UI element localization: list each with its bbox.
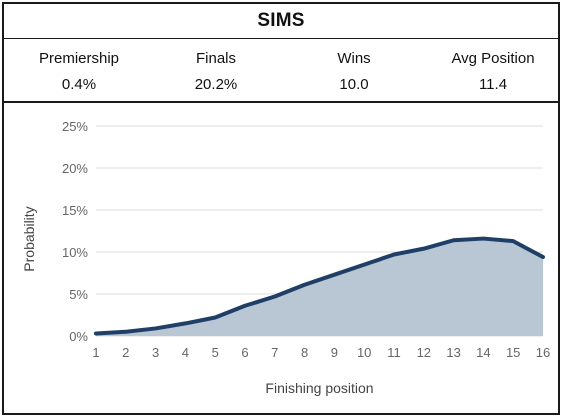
x-tick-label: 15 [506,345,520,360]
stat-label: Premiership [38,50,120,67]
x-tick-label: 10 [357,345,371,360]
stat-premiership: Premiership 0.4% [19,48,139,96]
y-tick-label: 15% [62,203,88,218]
summary-header: SIMS Premiership 0.4% Finals 20.2% Wins … [4,4,558,103]
x-axis-title: Finishing position [265,380,373,396]
stat-value: 20.2% [194,76,238,93]
x-tick-label: 9 [331,345,338,360]
x-tick-label: 1 [92,345,99,360]
y-tick-label: 10% [62,245,88,260]
area-fill [96,238,543,336]
x-tick-label: 2 [122,345,129,360]
card-title: SIMS [257,10,305,31]
stat-value: 11.4 [478,76,508,93]
x-tick-label: 7 [271,345,278,360]
x-axis-ticks: 1 2 3 4 5 6 7 8 9 10 11 12 13 14 15 16 [92,345,550,360]
x-tick-label: 13 [446,345,460,360]
y-tick-label: 0% [69,329,88,344]
y-tick-label: 20% [62,161,88,176]
stat-finals: Finals 20.2% [156,48,276,96]
series-line [94,236,545,336]
y-tick-label: 5% [69,287,88,302]
x-tick-label: 5 [212,345,219,360]
stat-avg-position: Avg Position 11.4 [433,48,553,96]
x-tick-label: 8 [301,345,308,360]
x-tick-label: 14 [476,345,490,360]
stat-value: 0.4% [61,76,97,93]
x-tick-label: 12 [417,345,431,360]
x-tick-label: 11 [387,345,401,360]
x-tick-label: 4 [182,345,189,360]
stat-label: Wins [337,50,371,67]
x-tick-label: 6 [241,345,248,360]
area-series [94,236,545,336]
x-tick-label: 3 [152,345,159,360]
y-axis-title: Probability [21,206,37,271]
stat-value: 10.0 [339,76,369,93]
stat-label: Avg Position [451,50,535,67]
title-divider [4,38,558,39]
x-tick-label: 16 [536,345,550,360]
stat-label: Finals [195,50,236,67]
y-tick-label: 25% [62,119,88,134]
sims-card: SIMS Premiership 0.4% Finals 20.2% Wins … [2,2,560,415]
stat-wins: Wins 10.0 [294,48,414,96]
y-axis-ticks: 0% 5% 10% 15% 20% 25% [62,119,88,344]
